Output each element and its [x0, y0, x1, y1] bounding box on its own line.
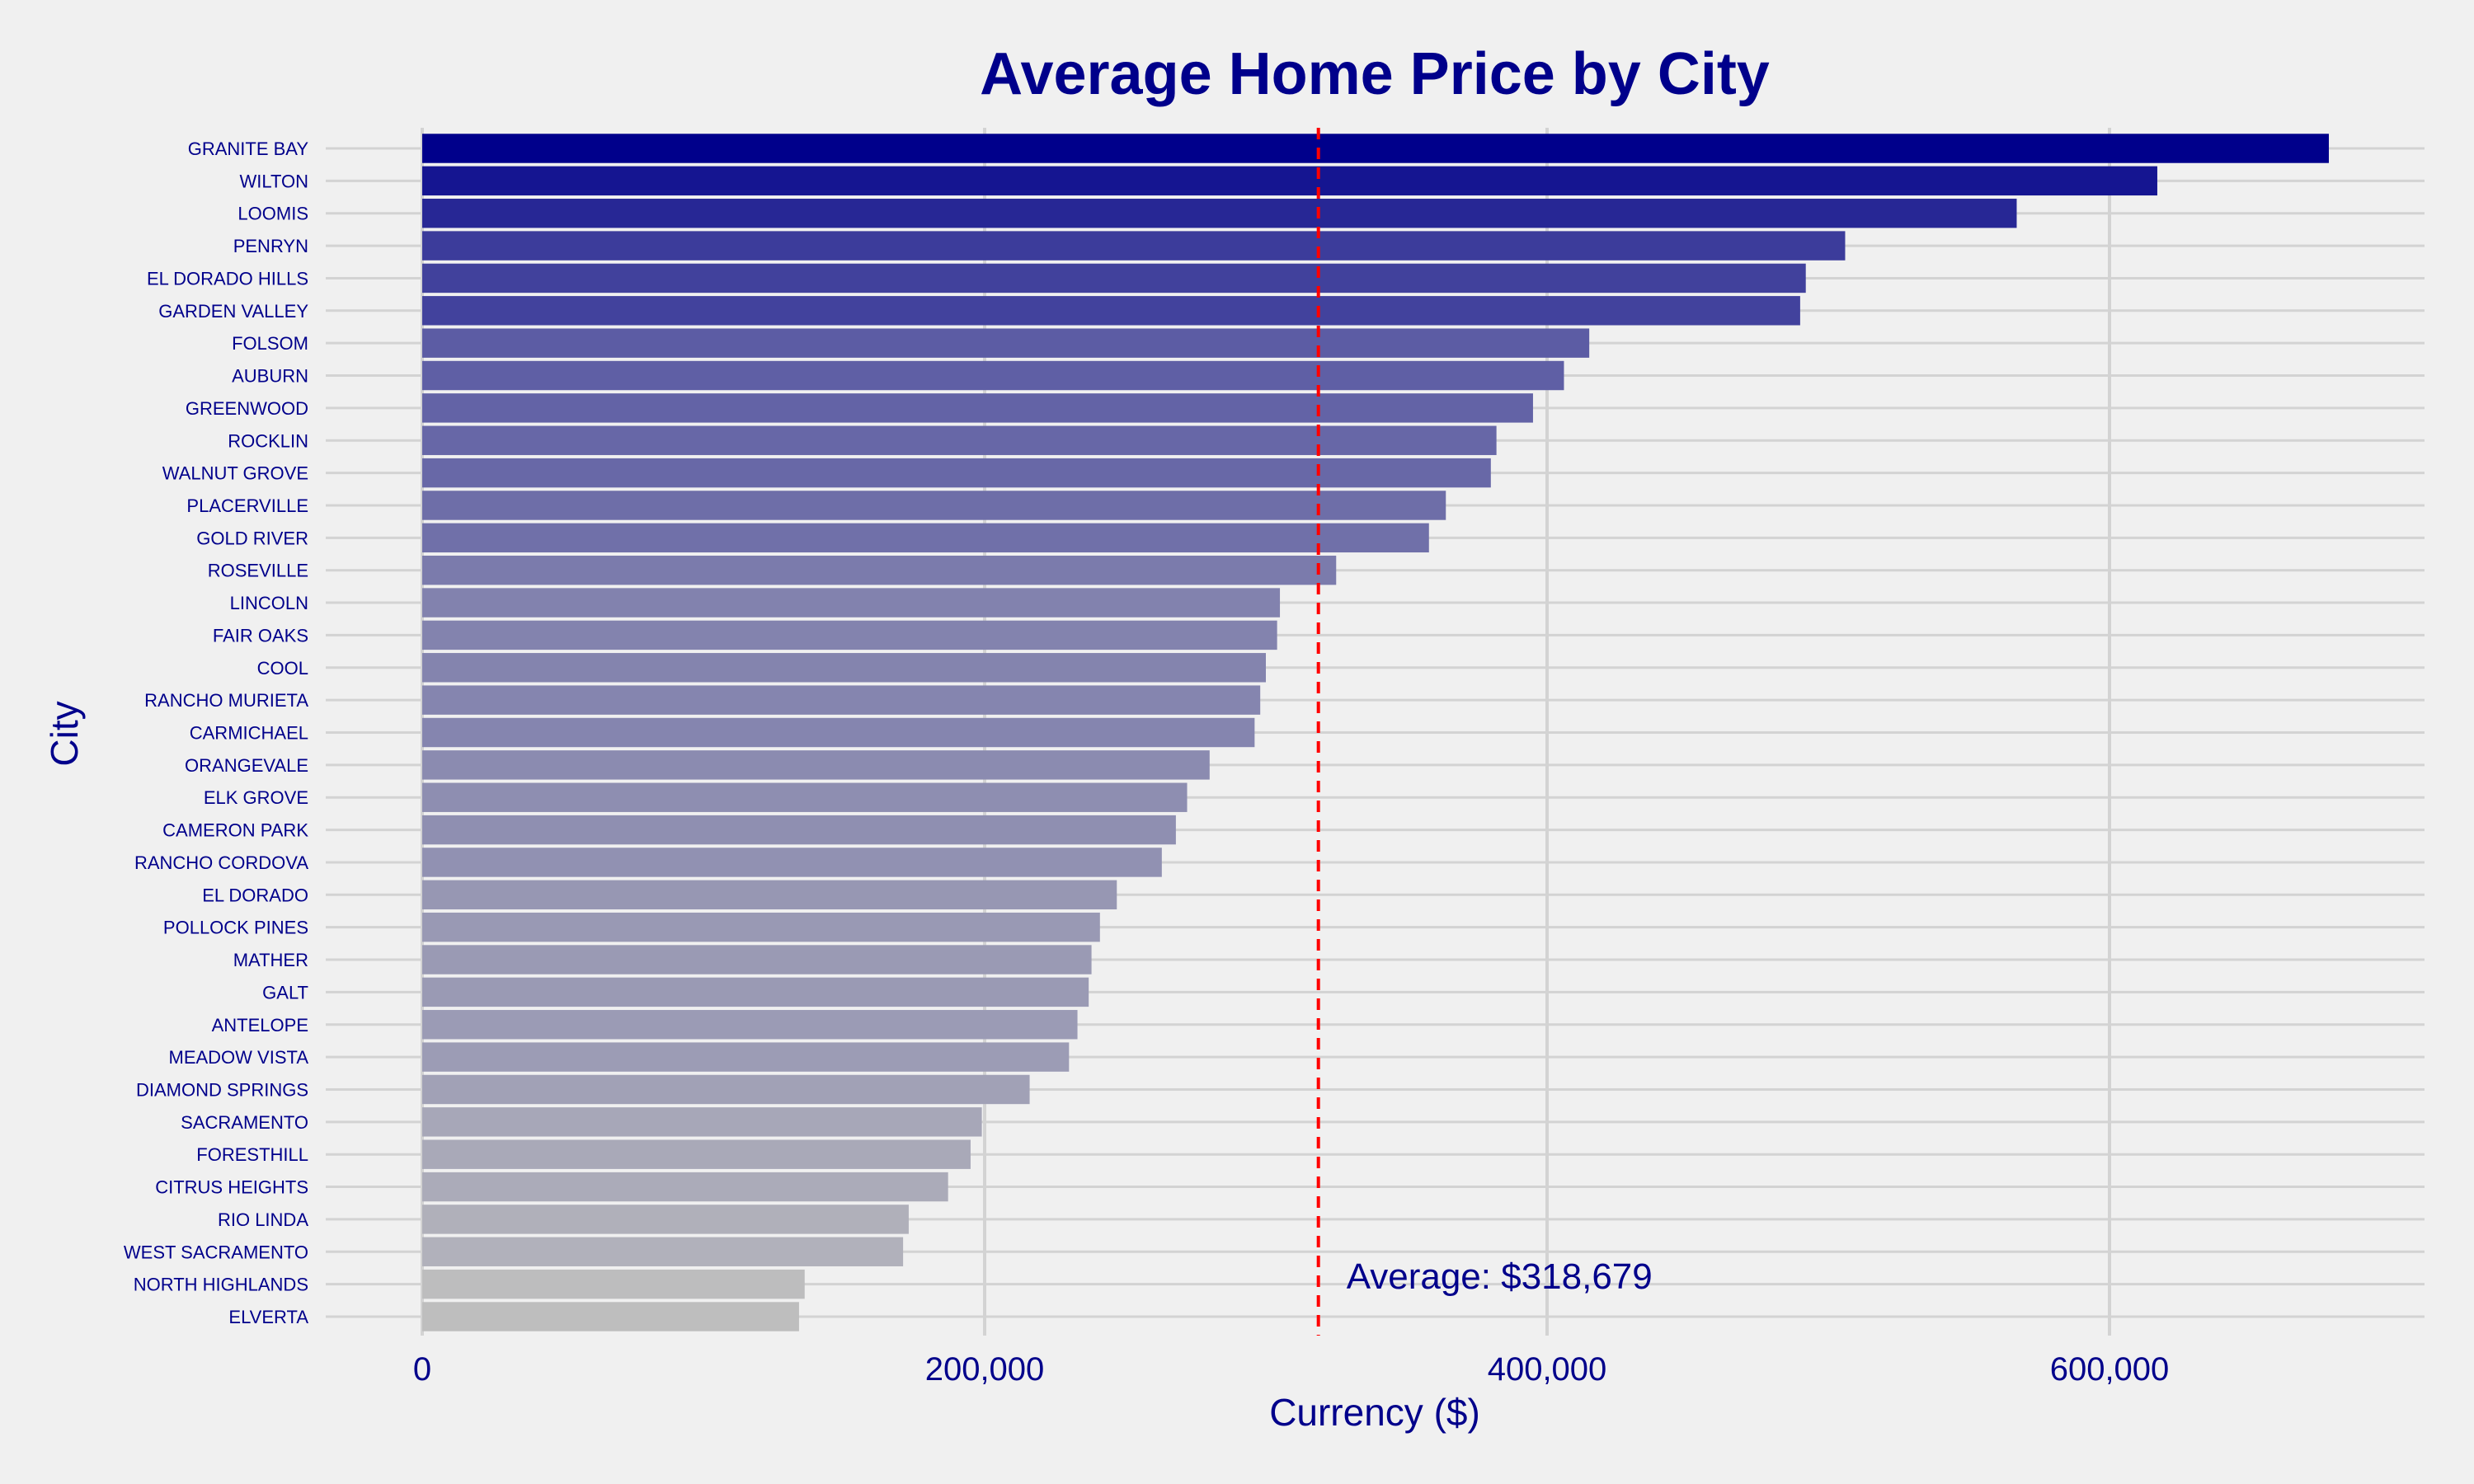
y-tick-labels: GRANITE BAY WILTON LOOMIS PENRYN EL DORADO H… — [124, 139, 308, 1327]
y-tick-label: CITRUS HEIGHTS — [155, 1177, 308, 1198]
bar — [422, 588, 1281, 618]
bars — [422, 134, 2329, 1331]
bar — [422, 199, 2017, 228]
bar — [422, 880, 1117, 910]
y-tick-label: EL DORADO — [202, 885, 308, 905]
y-tick-label: PENRYN — [233, 236, 308, 256]
y-tick-label: PLACERVILLE — [186, 495, 308, 516]
bar — [422, 1042, 1070, 1072]
x-tick-label: 0 — [413, 1351, 431, 1388]
bar — [422, 328, 1590, 358]
y-tick-label: GOLD RIVER — [196, 528, 308, 548]
bar — [422, 458, 1491, 488]
bar — [422, 782, 1188, 812]
bar — [422, 1172, 948, 1202]
y-tick-label: FORESTHILL — [196, 1144, 308, 1165]
average-annotation: Average: $318,679 — [1347, 1256, 1653, 1297]
y-tick-label: ORANGEVALE — [185, 755, 308, 776]
y-tick-label: RIO LINDA — [218, 1209, 308, 1230]
y-tick-label: CAMERON PARK — [162, 820, 308, 841]
y-tick-label: COOL — [257, 658, 308, 679]
bar — [422, 620, 1277, 650]
bar — [422, 1302, 799, 1331]
y-tick-label: AUBURN — [232, 366, 308, 387]
y-tick-label: GREENWOOD — [186, 398, 308, 419]
bar — [422, 653, 1266, 683]
y-tick-label: MATHER — [233, 950, 308, 970]
chart-title: Average Home Price by City — [980, 41, 1770, 107]
x-axis-title: Currency ($) — [1269, 1391, 1480, 1434]
bar — [422, 231, 1846, 261]
bar — [422, 263, 1806, 294]
x-tick-label: 200,000 — [925, 1351, 1045, 1388]
x-tick-labels: 0 200,000 400,000 600,000 — [413, 1351, 2169, 1388]
bar — [422, 393, 1533, 423]
bar — [422, 848, 1162, 877]
bar — [422, 912, 1100, 942]
bar — [422, 815, 1176, 845]
y-tick-label: RANCHO CORDOVA — [134, 852, 308, 873]
y-tick-label: GALT — [262, 982, 308, 1003]
bar — [422, 717, 1255, 748]
y-tick-label: NORTH HIGHLANDS — [134, 1275, 308, 1295]
bar — [422, 134, 2329, 163]
bar — [422, 555, 1337, 585]
bar — [422, 425, 1497, 455]
y-tick-label: FAIR OAKS — [213, 625, 308, 646]
y-tick-label: ELK GROVE — [204, 787, 308, 808]
x-tick-label: 400,000 — [1488, 1351, 1607, 1388]
bar — [422, 360, 1564, 391]
y-tick-label: GARDEN VALLEY — [158, 301, 308, 322]
y-tick-label: RANCHO MURIETA — [144, 690, 308, 711]
bar — [422, 945, 1092, 974]
bar — [422, 1139, 971, 1169]
y-tick-label: SACRAMENTO — [181, 1112, 308, 1133]
bar — [422, 1269, 805, 1299]
y-tick-label: WEST SACRAMENTO — [124, 1242, 308, 1262]
bar — [422, 685, 1261, 715]
y-tick-label: FOLSOM — [232, 333, 308, 354]
y-tick-label: ROCKLIN — [228, 430, 308, 451]
y-tick-label: ELVERTA — [228, 1307, 308, 1327]
y-tick-label: POLLOCK PINES — [163, 918, 308, 938]
bar — [422, 1074, 1030, 1105]
bar — [422, 1010, 1078, 1040]
bar — [422, 491, 1446, 520]
bar — [422, 523, 1429, 553]
bar — [422, 750, 1210, 780]
bar — [422, 166, 2157, 196]
y-tick-label: GRANITE BAY — [188, 139, 309, 159]
x-tick-label: 600,000 — [2050, 1351, 2170, 1388]
y-tick-label: ROSEVILLE — [208, 561, 308, 581]
y-tick-label: ANTELOPE — [212, 1015, 308, 1036]
y-tick-label: WILTON — [239, 171, 308, 191]
y-tick-label: WALNUT GROVE — [162, 463, 308, 484]
y-axis-title: City — [43, 701, 86, 766]
bar — [422, 1237, 904, 1266]
y-tick-label: MEADOW VISTA — [169, 1047, 309, 1068]
y-tick-label: DIAMOND SPRINGS — [136, 1079, 308, 1100]
y-tick-label: LOOMIS — [238, 204, 308, 224]
bar — [422, 1205, 909, 1234]
y-tick-label: CARMICHAEL — [190, 723, 308, 744]
bar — [422, 296, 1800, 326]
bar — [422, 977, 1089, 1007]
y-tick-label: LINCOLN — [230, 593, 308, 613]
bar — [422, 1107, 982, 1137]
y-tick-label: EL DORADO HILLS — [147, 268, 308, 289]
